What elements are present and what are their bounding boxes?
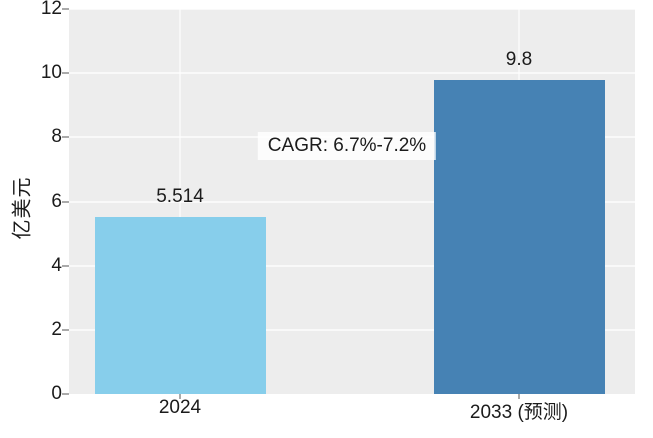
y-tick-mark-6: [62, 200, 69, 203]
gridline-y-6: [69, 200, 635, 203]
y-axis-title: 亿美元: [11, 176, 34, 240]
bar-value-label-1: 9.8: [505, 49, 533, 70]
y-tick-mark-2: [62, 328, 69, 331]
gridline-y-12: [69, 8, 635, 10]
x-tick-label-0: 2024: [158, 397, 202, 418]
x-tick-label-1: 2033 (预测): [469, 402, 569, 423]
x-tick-mark-0: [179, 394, 181, 399]
y-tick-mark-10: [62, 72, 69, 75]
y-tick-label-4: 4: [51, 254, 62, 276]
y-tick-label-10: 10: [40, 62, 62, 84]
y-tick-mark-4: [62, 264, 69, 267]
y-tick-mark-12: [62, 8, 69, 10]
gridline-y-10: [69, 72, 635, 75]
y-tick-label-12: 12: [40, 0, 62, 19]
plot-area: 5.514 9.8 CAGR: 6.7%-7.2%: [69, 8, 635, 394]
y-tick-label-8: 8: [51, 126, 62, 148]
x-tick-mark-1: [518, 394, 520, 399]
gridline-y-4: [69, 264, 635, 267]
cagr-annotation: CAGR: 6.7%-7.2%: [257, 132, 437, 160]
y-tick-mark-8: [62, 136, 69, 139]
bar-2033 (预测): [433, 80, 605, 394]
y-tick-label-6: 6: [51, 190, 62, 212]
bar-2024: [94, 217, 266, 394]
y-tick-label-0: 0: [51, 383, 62, 404]
bar-value-label-0: 5.514: [156, 186, 204, 207]
y-tick-mark-0: [62, 393, 69, 395]
gridline-y-2: [69, 328, 635, 331]
y-tick-label-2: 2: [51, 318, 62, 340]
